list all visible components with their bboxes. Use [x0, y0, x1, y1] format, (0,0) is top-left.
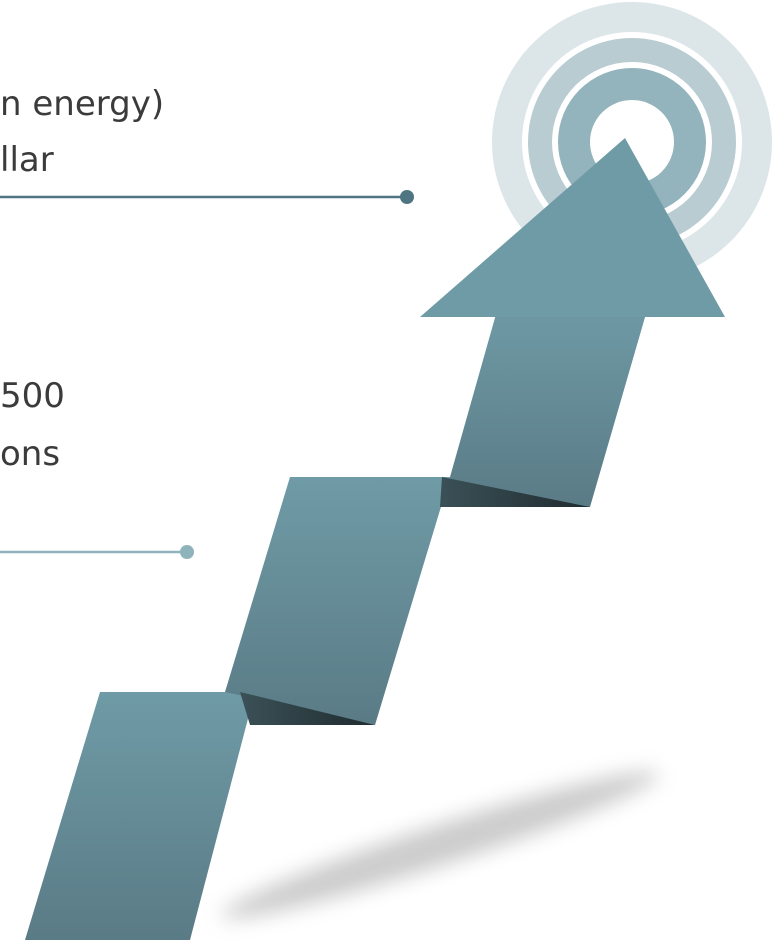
text-line: n energy): [0, 84, 165, 124]
connector-dot: [180, 545, 194, 559]
text-line: ons: [0, 434, 61, 474]
shadow: [221, 771, 659, 919]
connector-dot: [400, 190, 414, 204]
stair-arrow: [25, 138, 725, 940]
text-line: llar: [0, 140, 54, 180]
text-line: 500: [0, 376, 65, 416]
